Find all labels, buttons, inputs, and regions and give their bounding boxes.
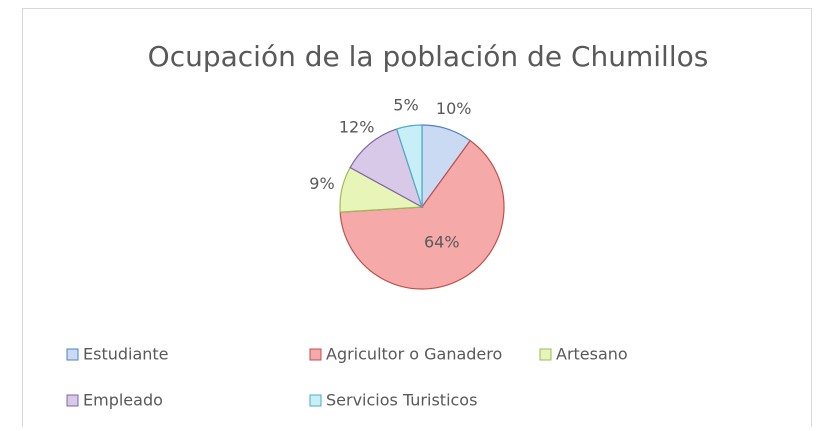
legend-label: Estudiante (83, 345, 169, 364)
legend-label: Agricultor o Ganadero (326, 345, 502, 364)
legend-label: Servicios Turisticos (326, 391, 477, 410)
legend-label: Artesano (556, 345, 628, 364)
legend-swatch (66, 348, 79, 361)
data-label: 12% (339, 118, 375, 137)
pie-slice (339, 139, 505, 290)
legend-swatch (539, 348, 552, 361)
chart-title: Ocupación de la población de Chumillos (148, 40, 709, 73)
data-label: 64% (424, 232, 460, 251)
data-label: 9% (309, 174, 334, 193)
legend-swatch (66, 394, 79, 407)
data-label: 5% (393, 95, 418, 114)
pie-slice (395, 124, 423, 208)
legend-swatch (309, 394, 322, 407)
legend-swatch (309, 348, 322, 361)
data-label: 10% (436, 99, 472, 118)
pie-slice (349, 128, 424, 209)
legend-label: Empleado (83, 391, 163, 410)
